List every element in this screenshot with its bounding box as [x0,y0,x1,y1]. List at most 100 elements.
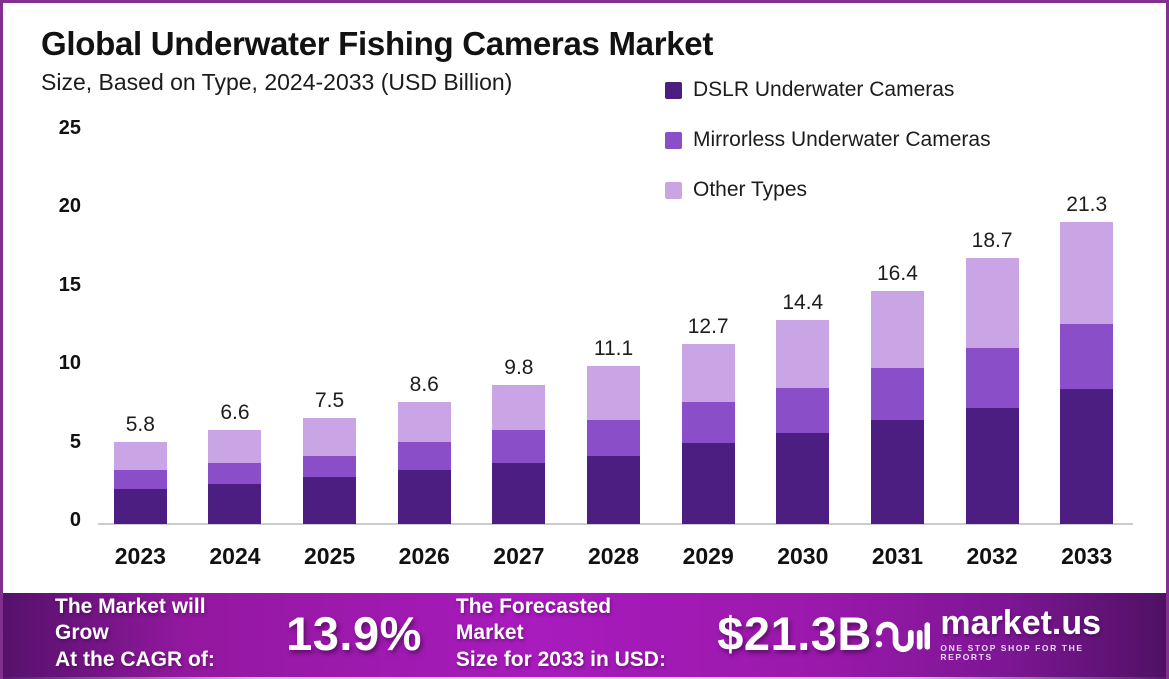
bar-segment [681,343,735,402]
cagr-label: The Market will Grow At the CAGR of: [55,594,260,673]
bar-segment [397,441,451,471]
bar-total-label: 16.4 [877,262,918,286]
y-tick-label: 0 [69,509,81,531]
bar-segment [587,420,641,456]
x-tick-label: 2025 [304,543,356,569]
x-tick-label: 2026 [398,543,450,569]
bar-segment [587,455,641,524]
legend-item: Other Types [665,165,991,215]
bar-segment [870,367,924,421]
footer-accent-strip [3,677,1166,679]
bar-segment [870,291,924,368]
x-tick-label: 2023 [114,543,166,569]
bar-total-label: 21.3 [1066,192,1108,216]
bar-column-2031: 16.4 [850,262,945,524]
x-tick-label: 2028 [587,543,640,569]
bar-segment [303,477,357,524]
bar-total-label: 9.8 [504,355,534,379]
y-tick-label: 20 [58,195,81,218]
y-tick-label: 5 [69,430,81,453]
bar-segment [587,366,641,421]
bar-segment [965,407,1019,524]
x-axis-labels: 2023 2024 2025 2026 2027 2028 2029 2030 2031 2032… [93,543,1134,570]
bar-segment [681,443,735,524]
legend-swatch [665,181,682,199]
bar-column-2025: 7.5 [282,389,377,524]
brand-name: market.us [940,604,1102,642]
bar-column-2029: 12.7 [661,315,756,524]
bar-stack [208,430,262,524]
legend-label: Mirrorless Underwater Cameras [693,128,991,151]
legend-item: DSLR Underwater Cameras [665,65,991,115]
bar-column-2027: 9.8 [472,356,567,524]
footer-banner: The Market will Grow At the CAGR of: 13.… [3,593,1166,679]
x-tick-label: 2032 [966,543,1018,569]
x-tick-label: 2029 [682,543,734,569]
bar-stack [965,258,1019,524]
bar-segment [113,441,167,471]
x-tick-label: 2030 [777,543,829,569]
bar-segment [397,401,451,442]
bar-total-label: 18.7 [971,229,1013,253]
bar-segment [776,319,830,388]
bar-segment [776,387,830,434]
bar-total-label: 12.7 [687,314,729,338]
bar-stack [1060,221,1114,524]
bar-column-2023: 5.8 [93,413,188,524]
y-tick-label: 25 [58,117,81,139]
bar-segment [1060,221,1114,324]
legend-label: DSLR Underwater Cameras [693,78,955,101]
legend-swatch [665,81,682,99]
legend-label: Other Types [693,178,808,201]
bar-segment [1060,389,1114,524]
bar-stack [587,366,641,524]
bar-segment [208,484,262,524]
bar-stack [397,401,451,524]
forecast-label-line1: The Forecasted Market [455,595,612,645]
bar-segment [965,258,1019,348]
forecast-label: The Forecasted Market Size for 2033 in U… [456,594,679,673]
bar-stack [681,343,735,524]
bar-total-label: 7.5 [315,388,345,412]
bar-stack [113,441,167,524]
x-tick-label: 2024 [209,543,261,569]
bar-segment [397,470,451,524]
bar-total-label: 14.4 [782,290,824,314]
x-tick-label: 2031 [871,543,924,569]
bar-total-label: 8.6 [409,372,439,396]
cagr-label-line2: At the CAGR of: [55,647,215,671]
bars-area: 5.8 6.6 7.5 8.6 9.8 11.1 12.7 14.4 16.4 18.7 21.3 [93,130,1134,524]
brand-tagline: ONE STOP SHOP FOR THE REPORTS [940,643,1084,662]
legend: DSLR Underwater Cameras Mirrorless Underw… [665,65,991,215]
x-tick-label: 2033 [1061,543,1113,569]
bar-segment [113,470,167,489]
bar-segment [965,347,1019,408]
bar-total-label: 5.8 [125,412,155,436]
brand-logo: market.us ONE STOP SHOP FOR THE REPORTS [872,606,1135,661]
bar-segment [492,384,546,431]
bar-segment [303,455,357,478]
bar-segment [208,430,262,463]
bar-segment [870,420,924,524]
bar-column-2026: 8.6 [377,373,472,524]
market-us-logo-icon [875,621,931,652]
bar-segment [492,430,546,463]
bar-column-2030: 14.4 [755,291,850,524]
bar-column-2024: 6.6 [188,401,283,524]
bar-stack [870,291,924,524]
y-tick-label: 10 [58,352,81,375]
y-tick-label: 15 [58,273,81,296]
x-tick-label: 2027 [493,543,545,569]
bar-stack [492,384,546,524]
forecast-label-line2: Size for 2033 in USD: [455,647,666,671]
forecast-value: $21.3B [717,607,872,660]
cagr-value: 13.9% [286,607,422,660]
legend-item: Mirrorless Underwater Cameras [665,115,991,165]
bar-stack [776,319,830,524]
brand-text: market.us ONE STOP SHOP FOR THE REPORTS [940,606,1135,661]
bar-stack [303,417,357,524]
bar-segment [681,401,735,444]
bar-column-2032: 18.7 [945,229,1040,524]
bar-column-2033: 21.3 [1039,193,1134,524]
